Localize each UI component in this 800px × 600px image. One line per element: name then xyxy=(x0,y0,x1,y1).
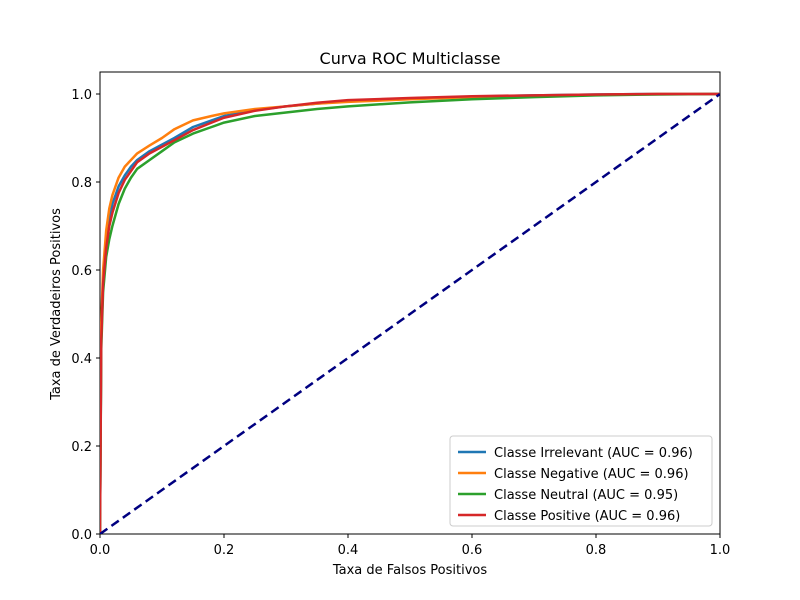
y-tick-label: 0.6 xyxy=(71,264,92,279)
legend-label-3: Classe Neutral (AUC = 0.95) xyxy=(494,488,678,503)
reference-diagonal xyxy=(100,92,720,534)
chart-title: Curva ROC Multiclasse xyxy=(320,49,501,68)
axes-frame xyxy=(99,71,721,535)
series-line-4 xyxy=(100,92,720,534)
x-tick-label: 0.4 xyxy=(338,543,359,558)
y-tick-label: 0.2 xyxy=(71,440,92,455)
series-line-3 xyxy=(100,92,720,534)
y-tick-label: 1.0 xyxy=(71,88,92,103)
legend-label-1: Classe Irrelevant (AUC = 0.96) xyxy=(494,446,693,461)
y-tick-label: 0.4 xyxy=(71,352,92,367)
legend-box xyxy=(449,435,713,527)
x-tick-label: 0.2 xyxy=(214,543,235,558)
x-tick-label: 1.0 xyxy=(710,543,731,558)
x-tick-label: 0.0 xyxy=(90,543,111,558)
x-tick-label: 0.6 xyxy=(462,543,483,558)
y-tick-label: 0.8 xyxy=(71,176,92,191)
legend-label-2: Classe Negative (AUC = 0.96) xyxy=(494,467,689,482)
x-tick-label: 0.8 xyxy=(586,543,607,558)
y-axis-label: Taxa de Verdadeiros Positivos xyxy=(49,208,64,401)
plot-area: 0.0 0.2 0.4 0.6 0.8 1.0 0.0 0.2 0.4 0.6 0.8 1.0 Clas… xyxy=(71,71,731,558)
legend-label-4: Classe Positive (AUC = 0.96) xyxy=(494,509,680,524)
x-axis-label: Taxa de Falsos Positivos xyxy=(332,563,487,578)
y-tick-label: 0.0 xyxy=(71,528,92,543)
